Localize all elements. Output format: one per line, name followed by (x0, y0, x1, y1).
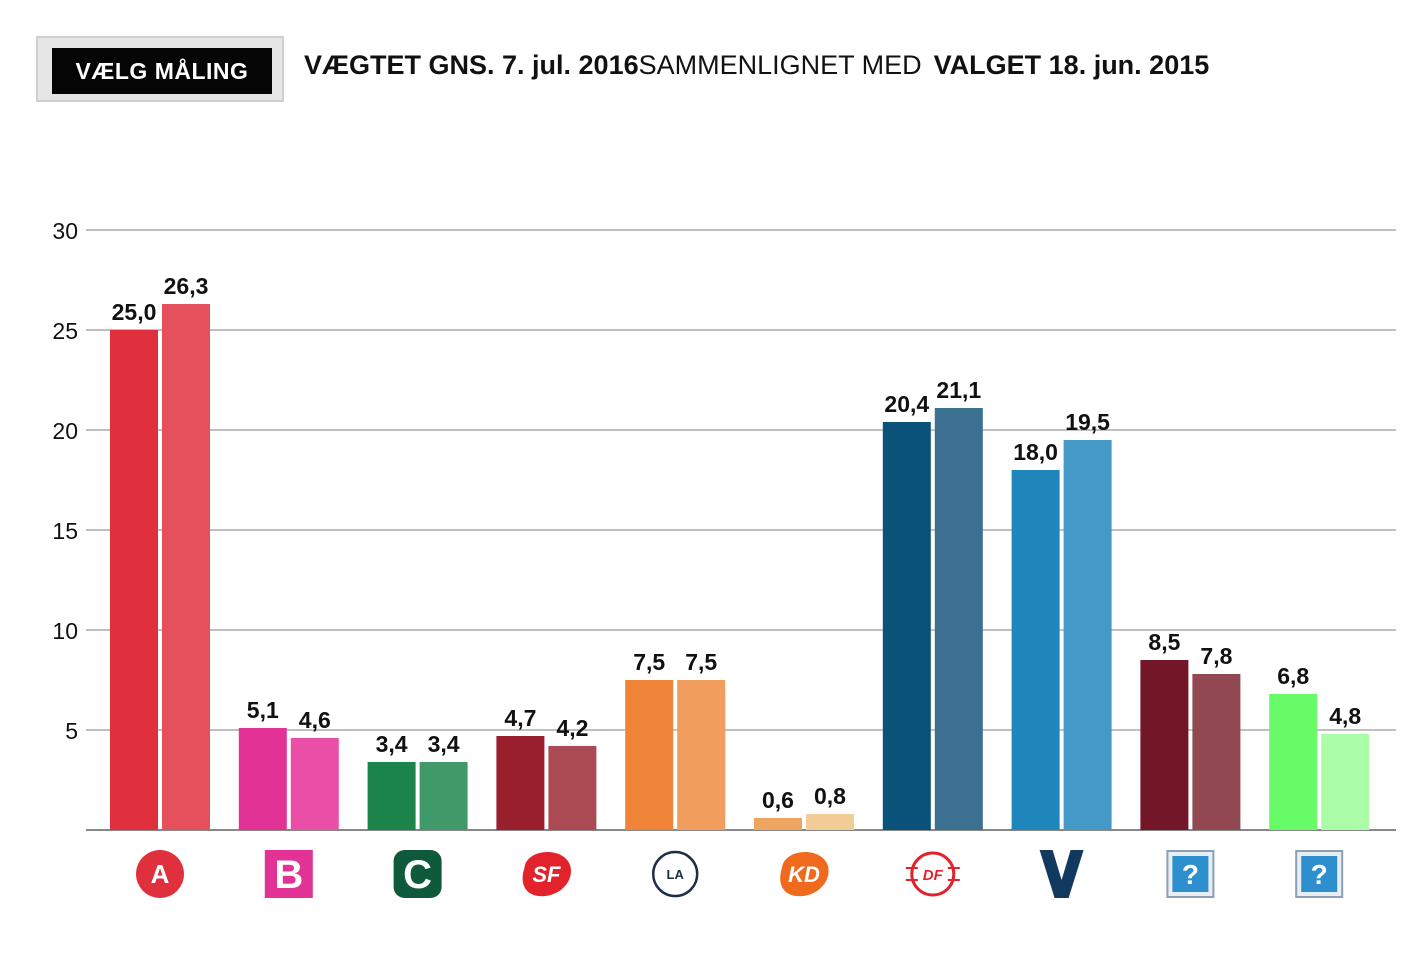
party-icon-shape (136, 850, 184, 898)
bar-value-label: 0,8 (814, 783, 846, 809)
y-tick-label: 20 (52, 418, 78, 444)
party-icon-shape (264, 850, 313, 898)
y-tick-label: 25 (52, 318, 78, 344)
bar (238, 728, 287, 830)
party-icon-shape (917, 865, 948, 883)
party-a-icon: A (136, 850, 184, 898)
bar-value-label: 3,4 (428, 731, 460, 757)
bar-value-label: 4,8 (1329, 703, 1361, 729)
bar (625, 680, 674, 830)
bar (1011, 470, 1060, 830)
bar (1063, 440, 1112, 830)
party-icon-shape (1039, 850, 1084, 898)
party-icon-letter: ? (1182, 859, 1199, 890)
party-c-icon: C (393, 850, 442, 898)
bar-value-label: 19,5 (1065, 409, 1110, 435)
bar (754, 818, 802, 830)
party-icon-shape (1301, 856, 1338, 892)
party-icon-shape (780, 851, 829, 897)
bar (1140, 660, 1189, 830)
bar (934, 408, 983, 830)
bar-value-label: 5,1 (247, 697, 279, 723)
bar (162, 304, 210, 830)
party-la-icon: LA (651, 850, 699, 898)
party-icon-letter: C (403, 853, 432, 897)
compare-label: SAMMENLIGNET MED (638, 50, 922, 80)
party-sf-icon: SF (522, 851, 571, 897)
party-df-icon: DF (905, 851, 960, 897)
bar (496, 736, 545, 830)
party-icon-letter: DF (923, 867, 944, 884)
bar-value-label: 18,0 (1013, 439, 1058, 465)
party-icon-letter: ? (1311, 859, 1328, 890)
bar-value-label: 26,3 (164, 273, 209, 299)
bar-value-label: 20,4 (884, 391, 929, 417)
bar-value-label: 3,4 (376, 731, 408, 757)
bar-value-label: 4,6 (299, 707, 331, 733)
reference-election-label: VALGET 18. jun. 2015 (933, 50, 1210, 80)
y-tick-label: 30 (52, 218, 78, 244)
party-icon-letter: A (151, 859, 170, 889)
bar (882, 422, 931, 830)
party-icon-letter: KD (788, 862, 820, 887)
bar-value-label: 7,5 (685, 649, 717, 675)
y-tick-label: 5 (65, 718, 78, 744)
party-icon-letter: SF (532, 862, 561, 887)
party-icon-shape (651, 850, 699, 898)
bar-value-label: 4,2 (556, 715, 588, 741)
party-icon-letter: B (274, 853, 303, 897)
y-tick-label: 10 (52, 618, 78, 644)
bar-value-label: 7,5 (633, 649, 665, 675)
select-poll-container: VÆLG MÅLING (36, 36, 284, 102)
party-v-icon (1039, 850, 1084, 898)
party-icon-letter: LA (667, 867, 685, 882)
party-icon-shape (1172, 856, 1209, 892)
bar-value-label: 21,1 (936, 377, 981, 403)
party-unknown-icon: ? (1166, 850, 1215, 898)
party-icon-shape (522, 851, 571, 897)
bar-value-label: 8,5 (1148, 629, 1180, 655)
party-icon-shape (393, 850, 442, 898)
y-tick-label: 15 (52, 518, 78, 544)
bar (1321, 734, 1370, 830)
bar-value-label: 4,7 (504, 705, 536, 731)
bar-value-label: 0,6 (762, 787, 794, 813)
bar (806, 814, 854, 830)
bar (419, 762, 468, 830)
bar-value-label: 7,8 (1200, 643, 1232, 669)
bar (677, 680, 726, 830)
select-poll-button[interactable]: VÆLG MÅLING (52, 48, 272, 94)
party-kd-icon: KD (780, 851, 829, 897)
bar (290, 738, 339, 830)
bar (110, 330, 158, 830)
bar (367, 762, 416, 830)
current-poll-label: VÆGTET GNS. 7. jul. 2016 (304, 50, 639, 80)
party-b-icon: B (264, 850, 313, 898)
bar (548, 746, 597, 830)
comparison-header: VÆGTET GNS. 7. jul. 2016SAMMENLIGNET MED… (304, 50, 1209, 81)
bar (1192, 674, 1241, 830)
bar (1269, 694, 1318, 830)
bar-value-label: 6,8 (1277, 663, 1309, 689)
party-unknown-icon: ? (1295, 850, 1344, 898)
bar-value-label: 25,0 (112, 299, 157, 325)
